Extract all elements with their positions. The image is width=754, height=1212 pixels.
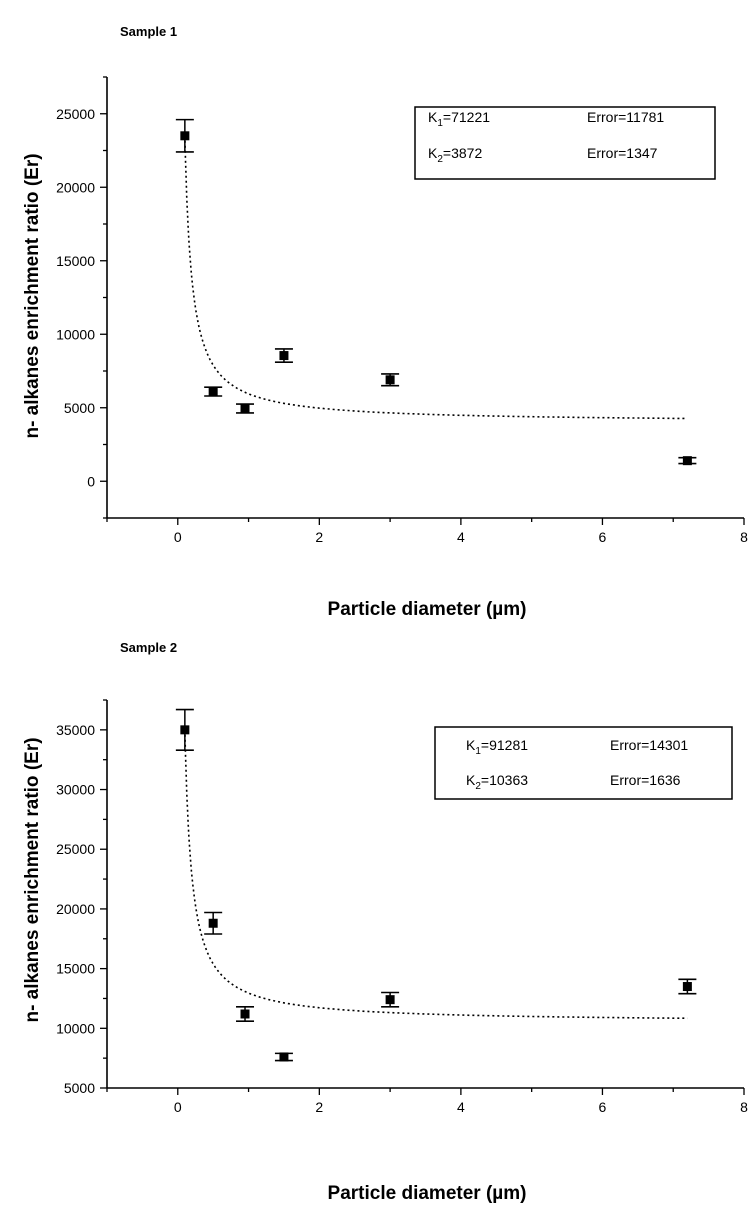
y-tick-label: 0 <box>87 473 95 489</box>
data-point <box>175 118 194 153</box>
k-subscript: 1 <box>437 118 443 129</box>
y-tick-label: 5000 <box>64 1080 95 1096</box>
k-parameter-label: K2=10363 <box>466 772 528 792</box>
x-tick-label: 6 <box>599 529 607 545</box>
y-tick-label: 5000 <box>64 400 95 416</box>
x-tick-label: 4 <box>457 1099 465 1115</box>
parameters-box-frame <box>414 106 716 180</box>
axes: 0 5000 10000 15000 20000 25000 0 2 4 6 8 <box>56 76 748 545</box>
chart-sample-2: Sample 2 5000 10000 15000 20000 25000 30000 35… <box>22 640 748 1204</box>
data-points <box>175 118 697 466</box>
marker-square <box>180 131 190 141</box>
marker-square <box>385 995 395 1005</box>
marker-square <box>240 1009 250 1019</box>
x-tick-label: 8 <box>740 529 748 545</box>
k-symbol: K <box>466 737 476 753</box>
parameters-box-frame <box>434 726 733 800</box>
y-tick-label: 15000 <box>56 961 95 977</box>
k-parameter-label: K1=91281 <box>466 737 528 757</box>
y-tick-label: 25000 <box>56 106 95 122</box>
y-tick-label: 25000 <box>56 841 95 857</box>
y-axis-label: n- alkanes enrichment ratio (Er) <box>22 737 43 1022</box>
marker-square <box>279 351 289 361</box>
data-point <box>204 911 223 935</box>
x-tick-label: 0 <box>174 1099 182 1115</box>
fit-curve-path <box>184 729 688 1020</box>
k-parameter-label: K1=71221 <box>428 109 490 129</box>
y-tick-label: 20000 <box>56 901 95 917</box>
y-axis-label: n- alkanes enrichment ratio (Er) <box>22 153 43 438</box>
marker-square <box>682 982 692 992</box>
x-axis-label: Particle diameter (µm) <box>328 1183 527 1204</box>
k-parameter-label: K2=3872 <box>428 145 482 165</box>
y-tick-label: 15000 <box>56 253 95 269</box>
data-point <box>274 348 293 363</box>
marker-square <box>240 403 250 413</box>
x-tick-label: 8 <box>740 1099 748 1115</box>
k-symbol: K <box>466 772 476 788</box>
data-points <box>175 708 697 1062</box>
x-tick-label: 6 <box>599 1099 607 1115</box>
data-point <box>274 1052 293 1062</box>
fit-curve-path <box>184 135 688 420</box>
x-axis-label: Particle diameter (µm) <box>328 599 527 620</box>
data-point <box>236 403 255 414</box>
data-point <box>381 373 400 387</box>
k-subscript: 1 <box>475 746 481 757</box>
k-value: =71221 <box>443 109 490 125</box>
data-point <box>175 708 194 751</box>
chart-title: Sample 1 <box>120 24 177 39</box>
data-point <box>678 456 697 466</box>
k-subscript: 2 <box>437 154 443 165</box>
marker-square <box>208 387 218 397</box>
k-symbol: K <box>428 109 438 125</box>
k-value: =10363 <box>481 772 528 788</box>
y-tick-label: 20000 <box>56 179 95 195</box>
data-point <box>381 991 400 1008</box>
x-tick-label: 0 <box>174 529 182 545</box>
data-point <box>678 978 697 995</box>
axes: 5000 10000 15000 20000 25000 30000 35000 0 2 4 6 8 <box>56 699 748 1115</box>
x-tick-label: 2 <box>315 1099 323 1115</box>
error-label: Error=14301 <box>610 737 688 753</box>
fit-curve <box>184 135 688 420</box>
marker-square <box>180 725 190 735</box>
data-point <box>236 1006 255 1022</box>
fit-curve <box>184 729 688 1020</box>
error-label: Error=1636 <box>610 772 681 788</box>
k-subscript: 2 <box>475 781 481 792</box>
y-tick-label: 30000 <box>56 782 95 798</box>
error-label: Error=1347 <box>587 145 658 161</box>
y-tick-label: 10000 <box>56 1020 95 1036</box>
chart-title: Sample 2 <box>120 640 177 655</box>
x-tick-label: 2 <box>315 529 323 545</box>
k-value: =3872 <box>443 145 483 161</box>
k-symbol: K <box>428 145 438 161</box>
marker-square <box>682 456 692 466</box>
error-label: Error=11781 <box>587 109 664 125</box>
marker-square <box>385 375 395 385</box>
x-tick-label: 4 <box>457 529 465 545</box>
marker-square <box>208 918 218 928</box>
y-tick-label: 35000 <box>56 722 95 738</box>
k-value: =91281 <box>481 737 528 753</box>
y-tick-label: 10000 <box>56 326 95 342</box>
marker-square <box>279 1052 289 1062</box>
data-point <box>204 386 223 397</box>
